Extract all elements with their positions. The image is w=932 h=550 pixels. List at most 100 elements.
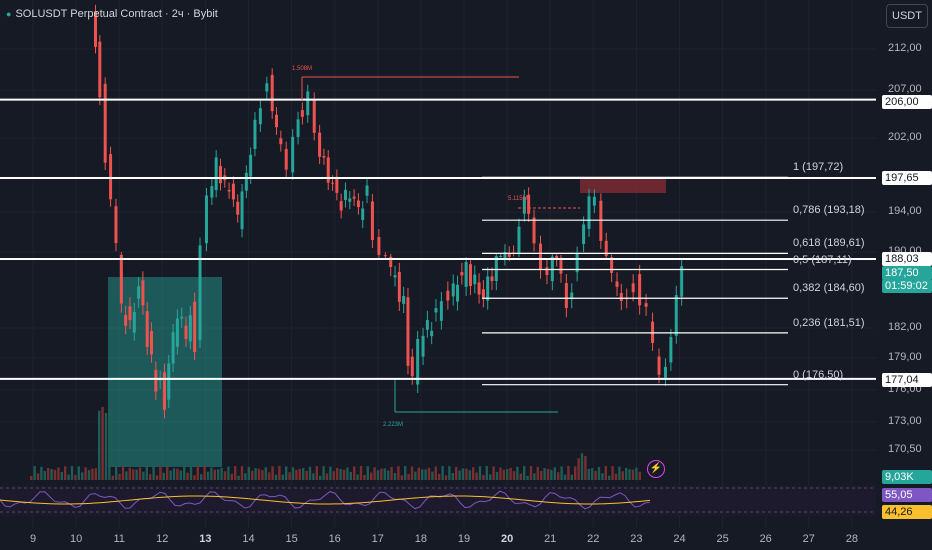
price-tick-label: 182,00 <box>888 321 922 333</box>
supply-zone <box>580 178 666 193</box>
candle-body <box>193 301 197 353</box>
candle-body <box>231 183 235 200</box>
volume-bar <box>448 466 451 480</box>
volume-bar <box>217 469 220 480</box>
candle-body <box>674 294 678 336</box>
volume-bar <box>179 470 182 480</box>
volume-bar <box>502 469 505 480</box>
volume-bar <box>625 467 628 480</box>
fib-level-label: 0,618 (189,61) <box>793 237 865 250</box>
candle-body <box>425 319 429 330</box>
volume-bar <box>383 468 386 480</box>
candle-body <box>663 366 667 378</box>
candle-body <box>644 303 648 307</box>
candle-body <box>393 275 397 278</box>
volume-bar <box>560 466 563 480</box>
volume-bar <box>234 466 237 480</box>
volume-bar <box>227 466 230 480</box>
volume-bar <box>200 474 203 480</box>
volume-bar <box>223 471 227 480</box>
volume-bar <box>529 466 533 480</box>
volume-bar <box>244 473 247 480</box>
volume-bar <box>203 466 206 480</box>
volume-bar <box>247 466 250 480</box>
volume-bar <box>621 471 624 480</box>
candle-body <box>98 41 102 98</box>
candle-body <box>464 261 468 287</box>
currency-button[interactable]: USDT <box>886 4 928 28</box>
volume-bar <box>50 469 53 480</box>
candle-body <box>150 331 154 355</box>
volume-bar <box>196 466 199 480</box>
candle-body <box>180 316 184 319</box>
volume-bar <box>427 467 431 480</box>
candle-body <box>93 11 97 47</box>
volume-bar <box>74 474 77 480</box>
volume-bar <box>237 475 240 480</box>
candle-body <box>397 271 401 302</box>
volume-bar <box>291 467 295 480</box>
volume-bar <box>478 466 482 480</box>
candle-body <box>494 256 498 282</box>
volume-bar <box>628 469 631 480</box>
volume-bar <box>142 471 145 480</box>
volume-bar <box>492 466 495 480</box>
candle-body <box>406 297 410 366</box>
volume-bar <box>81 472 84 480</box>
price-tick-label: 212,00 <box>888 42 922 54</box>
candle-body <box>318 132 322 157</box>
time-tick-label: 20 <box>500 533 514 545</box>
volume-bar <box>319 475 322 480</box>
candle-body <box>657 356 661 375</box>
lightning-bolt-icon[interactable]: ⚡ <box>647 460 665 478</box>
volume-annotation: 1.508M <box>292 66 312 72</box>
volume-bar <box>608 475 611 480</box>
candle-body <box>468 264 472 286</box>
volume-bar <box>104 413 108 480</box>
volume-bar <box>574 466 577 480</box>
candle-body <box>456 284 460 302</box>
candle-body <box>473 274 477 285</box>
candle-body <box>559 257 563 274</box>
volume-bar <box>298 468 301 480</box>
volume-bar <box>431 471 434 480</box>
fib-level-label: 0,786 (193,18) <box>793 204 865 217</box>
volume-bar <box>444 475 448 480</box>
candle-body <box>587 196 591 229</box>
candle-body <box>527 194 531 214</box>
volume-annotation: 5.115M <box>508 196 528 202</box>
volume-bar <box>356 474 359 480</box>
candle-body <box>124 314 128 326</box>
candle-body <box>162 372 166 410</box>
candle-body <box>599 200 603 241</box>
candle-body <box>389 256 393 268</box>
candle-body <box>439 301 443 321</box>
volume-bar <box>557 472 560 480</box>
volume-bar <box>305 470 308 480</box>
volume-bar <box>77 466 80 480</box>
volume-bar <box>145 466 148 480</box>
candle-body <box>550 256 554 282</box>
volume-bar <box>468 470 471 480</box>
volume-bar <box>543 468 546 480</box>
volume-bar <box>611 466 614 480</box>
volume-bar <box>240 466 244 480</box>
chart-title[interactable]: ● SOLUSDT Perpetual Contract · 2ч · Bybit <box>6 8 218 20</box>
volume-bar <box>577 458 580 480</box>
volume-bar <box>414 471 417 480</box>
volume-bar <box>342 469 346 480</box>
candle-body <box>218 166 222 184</box>
candle-body <box>270 74 274 112</box>
volume-bar <box>465 468 468 480</box>
volume-bar <box>261 470 264 480</box>
candle-body <box>175 318 179 347</box>
time-tick-label: 12 <box>156 533 169 545</box>
volume-bar <box>162 472 165 480</box>
candle-body <box>198 245 202 341</box>
candle-body <box>421 335 425 357</box>
volume-bar <box>359 466 363 480</box>
volume-bar <box>638 471 641 480</box>
candle-body <box>481 289 485 299</box>
volume-bar <box>125 471 128 480</box>
